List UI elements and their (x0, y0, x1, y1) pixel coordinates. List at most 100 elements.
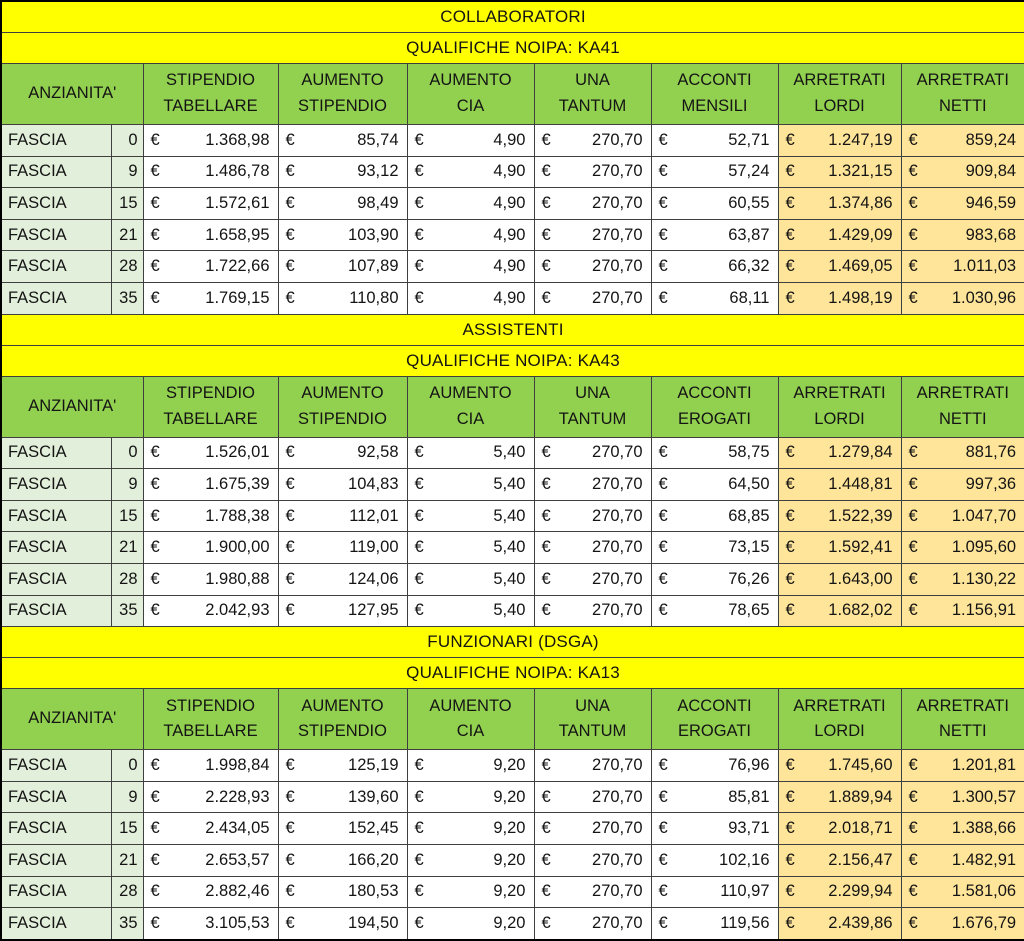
amount: 1.130,22 (952, 570, 1016, 589)
value-cell-stipendio-tabellare: €1.980,88 (143, 563, 278, 595)
value-cell-arretrati-netti: €1.676,79 (901, 908, 1024, 940)
amount: 2.882,46 (205, 882, 269, 901)
fascia-value-cell: 28 (111, 251, 143, 283)
value-cell-acconti-erogati: €93,71 (651, 813, 778, 845)
value-cell-una-tantum: €270,70 (534, 125, 651, 157)
euro-symbol: € (786, 162, 795, 181)
amount: 270,70 (592, 475, 642, 494)
money-value: €4,90 (408, 194, 534, 213)
money-value: €110,80 (279, 289, 407, 308)
euro-symbol: € (286, 819, 295, 838)
value-cell-arretrati-lordi: €2.439,86 (778, 908, 901, 940)
euro-symbol: € (286, 756, 295, 775)
euro-symbol: € (909, 538, 918, 557)
euro-symbol: € (415, 788, 424, 807)
money-value: €1.900,00 (144, 538, 278, 557)
col-header-line: ACCONTI (653, 694, 777, 720)
col-header-line: CIA (409, 94, 533, 120)
amount: 139,60 (348, 788, 398, 807)
fascia-value-cell: 28 (111, 876, 143, 908)
amount: 1.980,88 (205, 570, 269, 589)
amount: 125,19 (348, 756, 398, 775)
amount: 1.998,84 (205, 756, 269, 775)
value-cell-aumento-stipendio: €104,83 (278, 469, 407, 501)
euro-symbol: € (659, 601, 668, 620)
amount: 152,45 (348, 819, 398, 838)
euro-symbol: € (286, 538, 295, 557)
euro-symbol: € (415, 538, 424, 557)
value-cell-acconti-erogati: €119,56 (651, 908, 778, 940)
amount: 1.095,60 (952, 538, 1016, 557)
money-value: €9,20 (408, 882, 534, 901)
euro-symbol: € (542, 507, 551, 526)
euro-symbol: € (909, 756, 918, 775)
euro-symbol: € (786, 601, 795, 620)
col-header-line: STIPENDIO (280, 407, 406, 433)
money-value: €93,12 (279, 162, 407, 181)
money-value: €270,70 (535, 914, 651, 933)
amount: 57,24 (728, 162, 769, 181)
money-value: €270,70 (535, 289, 651, 308)
money-value: €2.882,46 (144, 882, 278, 901)
euro-symbol: € (542, 851, 551, 870)
section-title: FUNZIONARI (DSGA) (1, 627, 1024, 658)
value-cell-una-tantum: €270,70 (534, 563, 651, 595)
money-value: €68,11 (652, 289, 778, 308)
euro-symbol: € (415, 914, 424, 933)
euro-symbol: € (909, 601, 918, 620)
money-value: €909,84 (902, 162, 1024, 181)
money-value: €2.228,93 (144, 788, 278, 807)
section-qualification-row-assistenti: QUALIFICHE NOIPA: KA43 (1, 345, 1024, 376)
amount: 946,59 (966, 194, 1016, 213)
amount: 1.321,15 (828, 162, 892, 181)
money-value: €1.572,61 (144, 194, 278, 213)
fascia-label-cell: FASCIA (1, 813, 111, 845)
money-value: €85,74 (279, 131, 407, 150)
amount: 92,58 (357, 443, 398, 462)
money-value: €1.745,60 (779, 756, 901, 775)
fascia-label-cell: FASCIA (1, 876, 111, 908)
value-cell-arretrati-netti: €997,36 (901, 469, 1024, 501)
amount: 270,70 (592, 226, 642, 245)
amount: 102,16 (719, 851, 769, 870)
amount: 2.042,93 (205, 601, 269, 620)
value-cell-stipendio-tabellare: €3.105,53 (143, 908, 278, 940)
euro-symbol: € (909, 131, 918, 150)
euro-symbol: € (415, 882, 424, 901)
amount: 1.889,94 (828, 788, 892, 807)
value-cell-stipendio-tabellare: €1.658,95 (143, 219, 278, 251)
value-cell-stipendio-tabellare: €2.653,57 (143, 844, 278, 876)
value-cell-una-tantum: €270,70 (534, 876, 651, 908)
value-cell-aumento-stipendio: €166,20 (278, 844, 407, 876)
value-cell-stipendio-tabellare: €1.722,66 (143, 251, 278, 283)
euro-symbol: € (151, 756, 160, 775)
fascia-value-cell: 9 (111, 469, 143, 501)
money-value: €1.156,91 (902, 601, 1024, 620)
value-cell-stipendio-tabellare: €2.042,93 (143, 595, 278, 627)
euro-symbol: € (659, 756, 668, 775)
amount: 9,20 (493, 788, 525, 807)
euro-symbol: € (659, 882, 668, 901)
col-header-line: TANTUM (536, 94, 650, 120)
amount: 93,71 (728, 819, 769, 838)
amount: 2.156,47 (828, 851, 892, 870)
amount: 85,81 (728, 788, 769, 807)
money-value: €64,50 (652, 475, 778, 494)
value-cell-arretrati-netti: €1.201,81 (901, 750, 1024, 782)
amount: 1.522,39 (828, 507, 892, 526)
value-cell-una-tantum: €270,70 (534, 844, 651, 876)
amount: 270,70 (592, 756, 642, 775)
value-cell-arretrati-netti: €1.388,66 (901, 813, 1024, 845)
amount: 103,90 (348, 226, 398, 245)
value-cell-acconti-erogati: €78,65 (651, 595, 778, 627)
euro-symbol: € (542, 914, 551, 933)
amount: 5,40 (493, 507, 525, 526)
amount: 881,76 (966, 443, 1016, 462)
amount: 76,96 (728, 756, 769, 775)
fascia-value-cell: 35 (111, 282, 143, 314)
